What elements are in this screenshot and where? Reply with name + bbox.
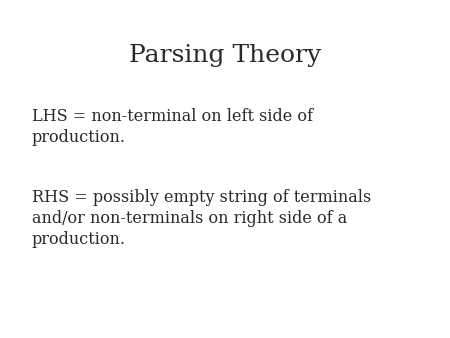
Text: Parsing Theory: Parsing Theory <box>129 44 321 67</box>
Text: LHS = non-terminal on left side of
production.: LHS = non-terminal on left side of produ… <box>32 108 312 146</box>
Text: RHS = possibly empty string of terminals
and/or non-terminals on right side of a: RHS = possibly empty string of terminals… <box>32 189 371 248</box>
